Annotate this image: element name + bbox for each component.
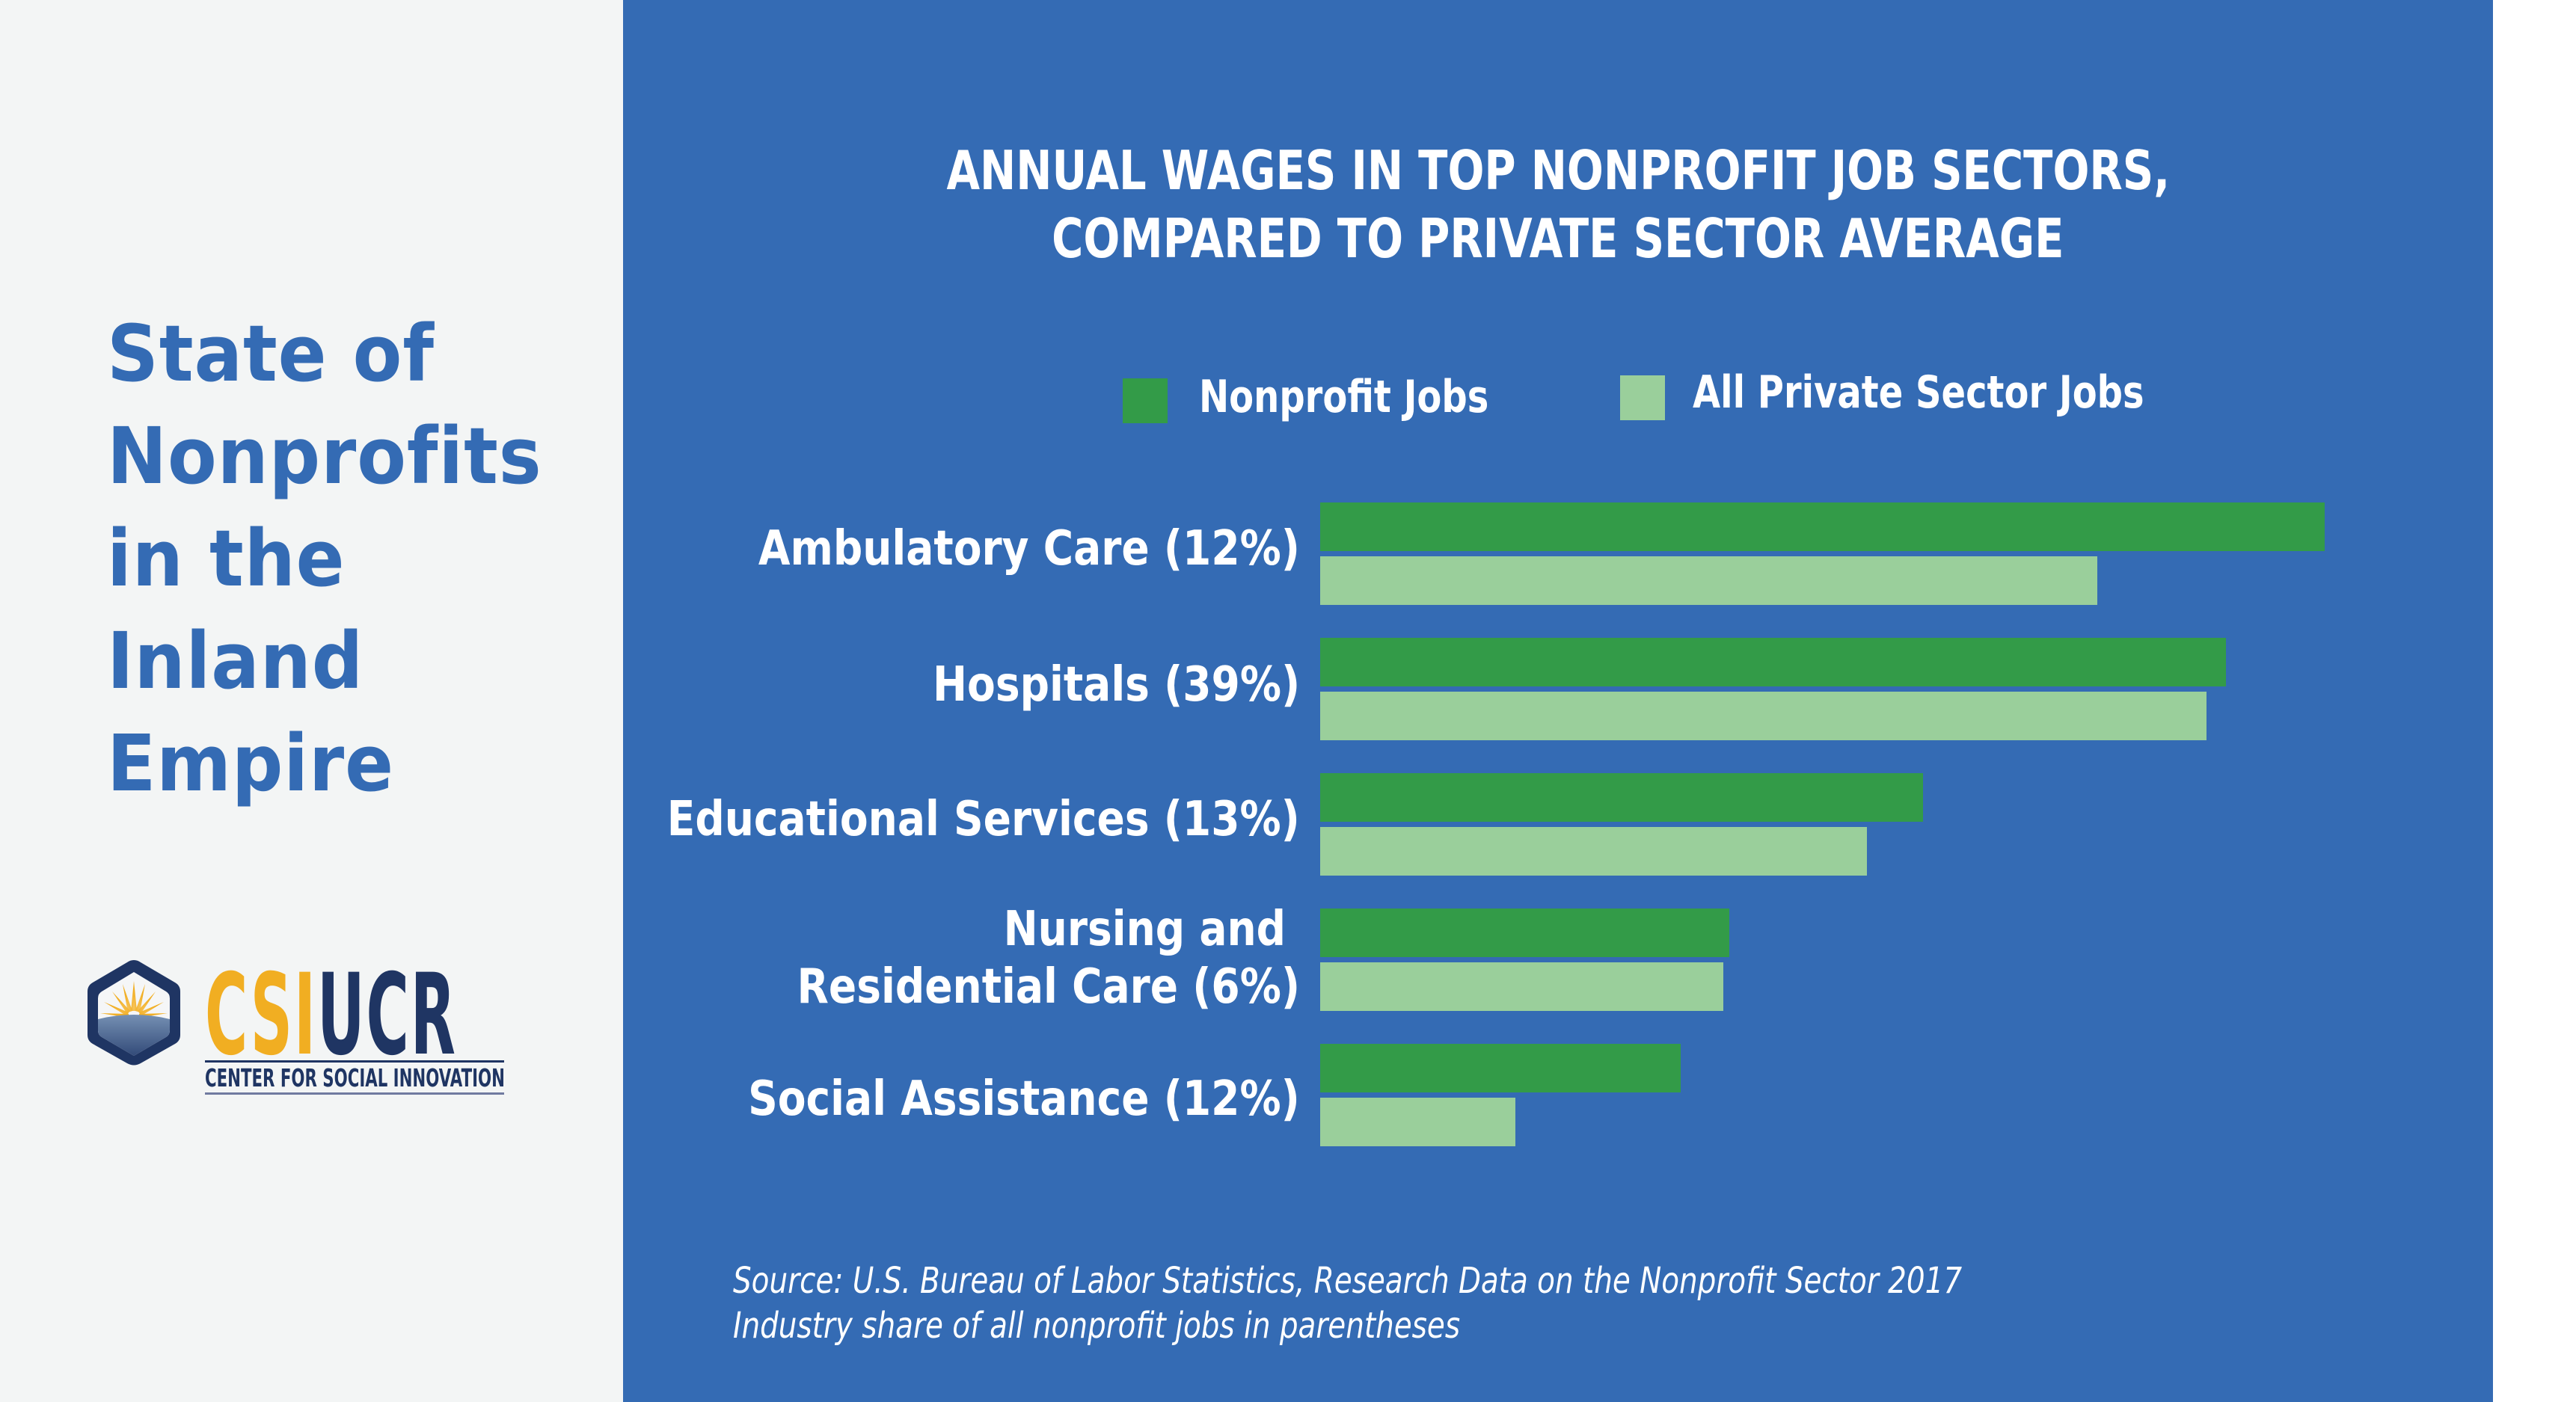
bar-private-sector [1320,827,1867,876]
chart-title-text: COMPARED TO PRIVATE SECTOR AVERAGE [1052,207,2064,270]
bar-private-sector [1320,1098,1515,1146]
bar-private-sector [1320,556,2097,605]
legend-swatch-private [1620,375,1665,420]
chart-title-line-1: ANNUAL WAGES IN TOP NONPROFIT JOB SECTOR… [623,137,2493,204]
logo-wordmark: CSIUCR [205,959,457,1072]
left-panel [0,0,623,1402]
chart-title-text: ANNUAL WAGES IN TOP NONPROFIT JOB SECTOR… [946,139,2170,202]
category-label: Hospitals (39%) [932,657,1300,713]
logo-word-csi: CSI [205,950,318,1080]
report-title-line: in the [107,513,346,604]
bar-nonprofit [1320,1044,1681,1092]
report-title-line: Inland [107,615,364,707]
bar-nonprofit [1320,638,2226,686]
report-title-line: State of [107,308,435,399]
source-note: Source: U.S. Bureau of Labor Statistics,… [733,1260,1963,1302]
category-label: Educational Services (13%) [666,792,1300,847]
legend-label-private: All Private Sector Jobs [1693,366,2144,419]
category-label: Nursing and [1003,902,1300,957]
logo-subtitle: CENTER FOR SOCIAL INNOVATION [205,1063,505,1092]
report-title-line: Empire [107,718,394,809]
logo-word-ucr: UCR [317,950,458,1080]
bar-private-sector [1320,962,1723,1011]
legend-swatch-nonprofit [1123,378,1168,423]
hexagon-sunrise-icon [88,960,180,1066]
report-title: State of Nonprofits in the Inland Empire [107,303,580,815]
right-margin [2493,0,2576,1402]
bar-private-sector [1320,692,2207,740]
category-label: Residential Care (6%) [797,959,1300,1015]
logo-rule-top [205,1060,504,1063]
chart-title-line-2: COMPARED TO PRIVATE SECTOR AVERAGE [623,205,2493,272]
logo-rule-bottom [205,1092,504,1095]
category-label: Ambulatory Care (12%) [758,521,1300,577]
category-label: Social Assistance (12%) [748,1072,1300,1127]
bar-nonprofit [1320,908,1729,957]
report-title-line: Nonprofits [107,411,542,502]
share-note: Industry share of all nonprofit jobs in … [733,1305,1461,1347]
legend-label-nonprofit: Nonprofit Jobs [1199,371,1489,423]
bar-nonprofit [1320,502,2325,551]
bar-nonprofit [1320,773,1923,822]
